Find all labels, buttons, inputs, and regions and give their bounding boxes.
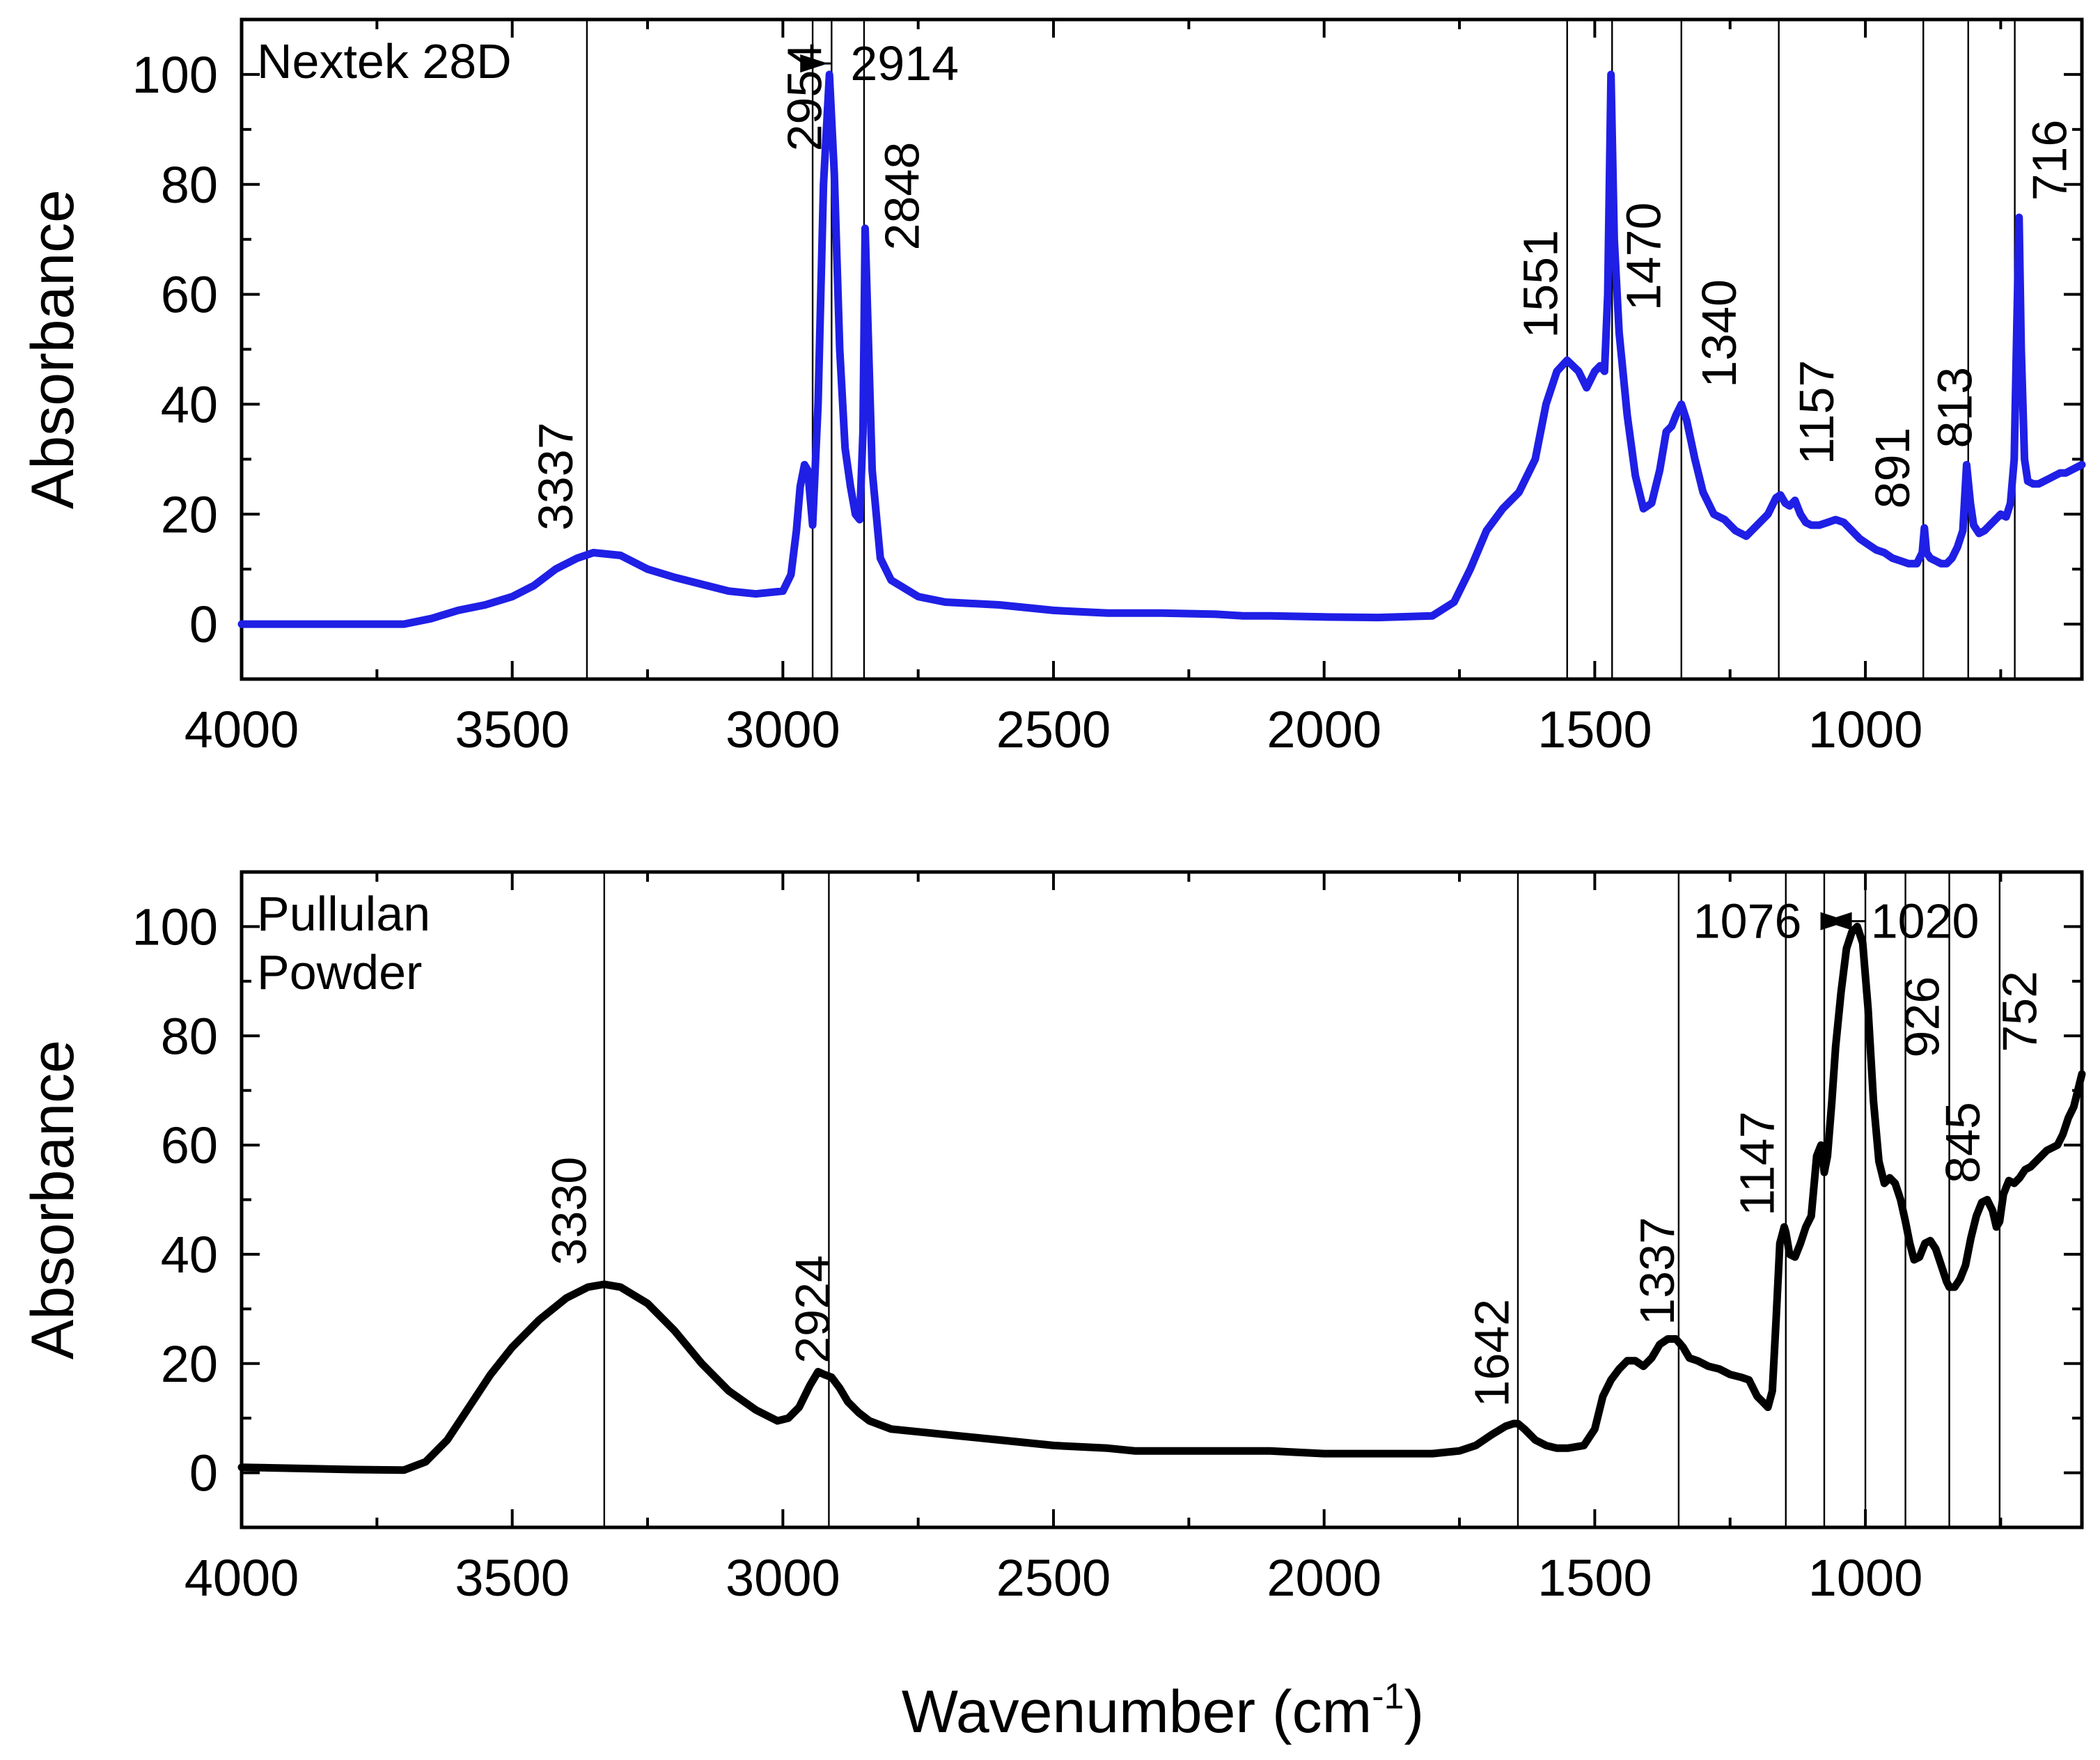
x-axis-title: Wavenumber (cm-1) <box>902 1676 1424 1745</box>
sample-label: Powder <box>257 945 422 999</box>
peak-label: 2924 <box>785 1255 840 1364</box>
x-tick-label: 2000 <box>1267 701 1381 758</box>
panel-nextek-28d: 4000 3500 3000 2500 2000 1500 1000 0 20 40 60 80 100… <box>19 17 2086 758</box>
x-tick-label: 1500 <box>1537 701 1652 758</box>
x-tick-label: 3500 <box>455 1549 570 1607</box>
y-tick-label: 20 <box>161 485 218 543</box>
y-tick-label: 20 <box>161 1335 218 1393</box>
arrow-head <box>800 54 829 73</box>
y-tick-label: 80 <box>161 156 218 214</box>
x-tick-label: 3500 <box>455 701 570 758</box>
peak-label: 1470 <box>1616 203 1670 311</box>
y-tick-label: 0 <box>189 1444 218 1502</box>
peak-label: 1642 <box>1465 1299 1519 1408</box>
peak-label: 1551 <box>1514 230 1568 338</box>
peak-label: 926 <box>1895 976 1950 1058</box>
x-tick-label: 1000 <box>1808 1549 1923 1607</box>
x-axis-title-sup: -1 <box>1372 1676 1404 1717</box>
series-line <box>237 922 2086 1474</box>
peak-label: 1020 <box>1871 894 1980 949</box>
y-tick-label: 40 <box>161 375 218 433</box>
sample-label: Nextek 28D <box>257 34 512 88</box>
peak-label: 845 <box>1936 1102 1990 1183</box>
peak-label: 752 <box>1993 971 2047 1052</box>
peak-label: 1340 <box>1692 279 1746 388</box>
y-tick-label: 60 <box>161 266 218 324</box>
peak-label: 2914 <box>850 36 959 91</box>
y-tick-label: 0 <box>189 595 218 653</box>
peak-label: 1157 <box>1789 360 1844 465</box>
y-tick-label: 80 <box>161 1007 218 1065</box>
x-tick-label: 1500 <box>1537 1549 1652 1607</box>
y-tick-label: 40 <box>161 1226 218 1284</box>
y-axis-title: Absorbance <box>19 189 86 509</box>
y-tick-label: 100 <box>132 898 218 956</box>
panel-pullulan-powder: 4000 3500 3000 2500 2000 1500 1000 0 20 40 60 80 100… <box>19 870 2086 1607</box>
peak-label: 813 <box>1927 367 1982 449</box>
arrow-head <box>1820 912 1849 930</box>
x-tick-label: 4000 <box>185 701 299 758</box>
x-tick-label: 1000 <box>1808 701 1923 758</box>
peak-label: 891 <box>1865 428 1920 509</box>
y-tick-label: 60 <box>161 1116 218 1174</box>
peak-label: 1076 <box>1693 894 1802 949</box>
y-tick-label: 100 <box>132 46 218 104</box>
peak-label: 3337 <box>528 422 583 531</box>
peak-label: 1147 <box>1730 1111 1785 1216</box>
x-tick-label: 2500 <box>996 701 1111 758</box>
x-axis-title-text: Wavenumber (cm <box>902 1679 1372 1745</box>
plot-frame <box>240 870 2084 1529</box>
peak-label: 1337 <box>1630 1217 1684 1325</box>
peak-label: 716 <box>2022 120 2076 201</box>
series-line <box>237 70 2086 628</box>
plot-frame <box>240 17 2084 681</box>
peak-label: 2848 <box>875 142 929 251</box>
x-tick-label: 3000 <box>726 1549 840 1607</box>
x-tick-label: 4000 <box>185 1549 299 1607</box>
x-axis-title-close: ) <box>1404 1679 1425 1745</box>
x-tick-label: 2000 <box>1267 1549 1381 1607</box>
y-axis-title: Absorbance <box>19 1040 86 1360</box>
x-tick-label: 3000 <box>726 701 840 758</box>
peak-label: 3330 <box>542 1157 596 1266</box>
sample-label: Pullulan <box>257 887 430 941</box>
x-tick-label: 2500 <box>996 1549 1111 1607</box>
